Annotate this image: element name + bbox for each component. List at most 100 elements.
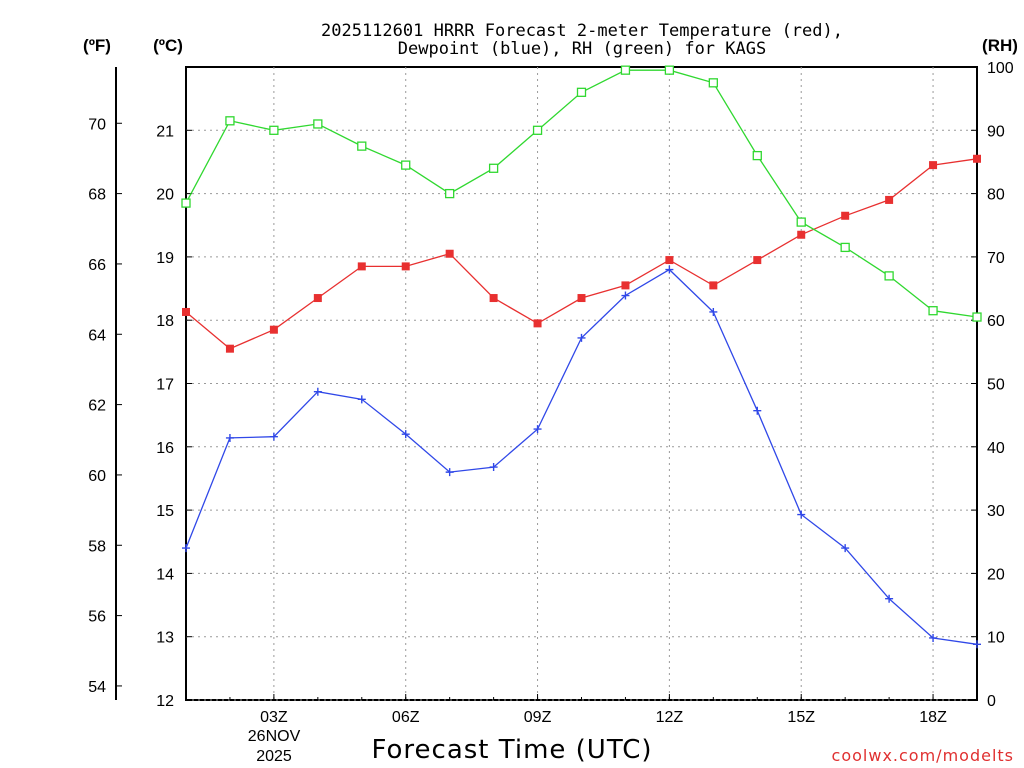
celsius-tick-label: 19 bbox=[156, 250, 174, 267]
rh-tick-label: 10 bbox=[987, 630, 1005, 647]
chart-title-line-1: 2025112601 HRRR Forecast 2-meter Tempera… bbox=[321, 21, 843, 41]
dewpoint-point bbox=[709, 307, 718, 316]
rh-point bbox=[708, 78, 718, 88]
rh-tick-label: 0 bbox=[987, 693, 996, 710]
dewpoint-point bbox=[533, 425, 542, 434]
x-tick-label: 09Z bbox=[524, 709, 552, 726]
x-tick-label: 12Z bbox=[656, 709, 684, 726]
rh-point bbox=[972, 312, 982, 322]
rh-point bbox=[884, 271, 894, 281]
dewpoint-point bbox=[797, 510, 806, 519]
dewpoint-point bbox=[577, 333, 586, 342]
rh-tick-label: 20 bbox=[987, 566, 1005, 583]
rh-point bbox=[532, 125, 543, 135]
dewpoint-point bbox=[665, 265, 674, 274]
x-tick-label: 06Z bbox=[392, 709, 420, 726]
rh-point bbox=[576, 87, 587, 97]
celsius-tick-label: 18 bbox=[156, 313, 174, 330]
chart-title-line-2: Dewpoint (blue), RH (green) for KAGS bbox=[398, 39, 766, 59]
rh-point bbox=[488, 163, 499, 173]
celsius-tick-label: 13 bbox=[156, 630, 174, 647]
x-tick-label: 18Z bbox=[919, 709, 947, 726]
temperature-point bbox=[533, 319, 542, 328]
temperature-point bbox=[357, 262, 366, 271]
rh-tick-label: 90 bbox=[987, 123, 1005, 140]
celsius-tick-label: 12 bbox=[156, 693, 174, 710]
rh-point bbox=[225, 116, 235, 126]
temperature-point bbox=[445, 249, 454, 258]
temperature-point bbox=[753, 256, 762, 265]
temperature-point bbox=[182, 307, 190, 316]
grid-lines bbox=[186, 67, 977, 701]
data-series bbox=[181, 65, 982, 649]
temperature-point bbox=[885, 195, 894, 204]
dewpoint-point bbox=[841, 544, 850, 553]
dewpoint-point bbox=[401, 430, 410, 439]
celsius-tick-label: 15 bbox=[156, 503, 174, 520]
rh-point bbox=[401, 160, 411, 170]
celsius-tick-label: 21 bbox=[156, 123, 174, 140]
fahrenheit-tick-label: 56 bbox=[88, 609, 106, 626]
axis-ticks: 12 13 14 15 16 17 18 19 20 21 54 56 58 60 62 64 66 68 70 0 1… bbox=[88, 60, 1014, 726]
temperature-point bbox=[269, 325, 278, 334]
temperature-point bbox=[225, 344, 234, 353]
rh-point bbox=[752, 150, 762, 161]
rh-point bbox=[313, 119, 323, 129]
dewpoint-point bbox=[357, 395, 366, 404]
rh-point bbox=[620, 65, 631, 75]
temperature-point bbox=[313, 294, 322, 303]
fahrenheit-tick-label: 62 bbox=[88, 398, 106, 415]
rh-point bbox=[181, 198, 191, 208]
temperature-point bbox=[973, 154, 981, 163]
rh-point bbox=[840, 242, 850, 253]
dewpoint-series bbox=[182, 265, 981, 649]
temperature-point bbox=[665, 256, 674, 265]
temperature-point bbox=[929, 161, 938, 170]
x-tick-label: 03Z bbox=[260, 709, 288, 726]
x-axis-label: Forecast Time (UTC) bbox=[371, 735, 652, 765]
dewpoint-point bbox=[269, 432, 278, 441]
rh-point bbox=[269, 125, 279, 135]
rh-point bbox=[357, 141, 367, 151]
temperature-point bbox=[577, 294, 586, 303]
temperature-point bbox=[841, 211, 850, 220]
date-label-year: 2025 bbox=[256, 748, 292, 765]
rh-tick-label: 80 bbox=[987, 187, 1005, 204]
fahrenheit-unit-label: (ºF) bbox=[83, 36, 111, 55]
dewpoint-point bbox=[489, 463, 498, 472]
fahrenheit-tick-label: 68 bbox=[88, 187, 106, 204]
fahrenheit-tick-label: 60 bbox=[88, 468, 106, 485]
rh-tick-label: 60 bbox=[987, 313, 1005, 330]
rh-tick-label: 100 bbox=[987, 60, 1014, 77]
rh-point bbox=[664, 65, 675, 75]
temperature-series bbox=[182, 154, 981, 353]
dewpoint-point bbox=[753, 406, 762, 415]
fahrenheit-tick-label: 70 bbox=[88, 116, 106, 133]
dewpoint-point bbox=[621, 291, 630, 300]
dewpoint-line bbox=[185, 268, 978, 645]
rh-point bbox=[928, 306, 938, 316]
rh-tick-label: 50 bbox=[987, 377, 1005, 394]
rh-tick-label: 70 bbox=[987, 250, 1005, 267]
fahrenheit-tick-label: 66 bbox=[88, 257, 106, 274]
dewpoint-point bbox=[929, 633, 938, 642]
chart-title: 2025112601 HRRR Forecast 2-meter Tempera… bbox=[321, 21, 843, 59]
rh-tick-label: 40 bbox=[987, 440, 1005, 457]
date-label-day: 26NOV bbox=[248, 728, 301, 745]
fahrenheit-tick-label: 64 bbox=[88, 327, 106, 344]
rh-point bbox=[445, 188, 455, 199]
temperature-point bbox=[797, 230, 806, 239]
celsius-tick-label: 14 bbox=[156, 566, 174, 583]
rh-unit-label: (RH) bbox=[982, 36, 1018, 55]
dewpoint-point bbox=[445, 468, 454, 477]
dewpoint-point bbox=[973, 640, 981, 649]
temperature-point bbox=[621, 281, 630, 290]
temperature-point bbox=[709, 281, 718, 290]
celsius-tick-label: 20 bbox=[156, 187, 174, 204]
x-tick-label: 15Z bbox=[787, 709, 815, 726]
rh-point bbox=[796, 217, 806, 227]
celsius-unit-label: (ºC) bbox=[153, 36, 183, 55]
fahrenheit-tick-label: 58 bbox=[88, 538, 106, 555]
temperature-point bbox=[401, 262, 410, 271]
rh-tick-label: 30 bbox=[987, 503, 1005, 520]
